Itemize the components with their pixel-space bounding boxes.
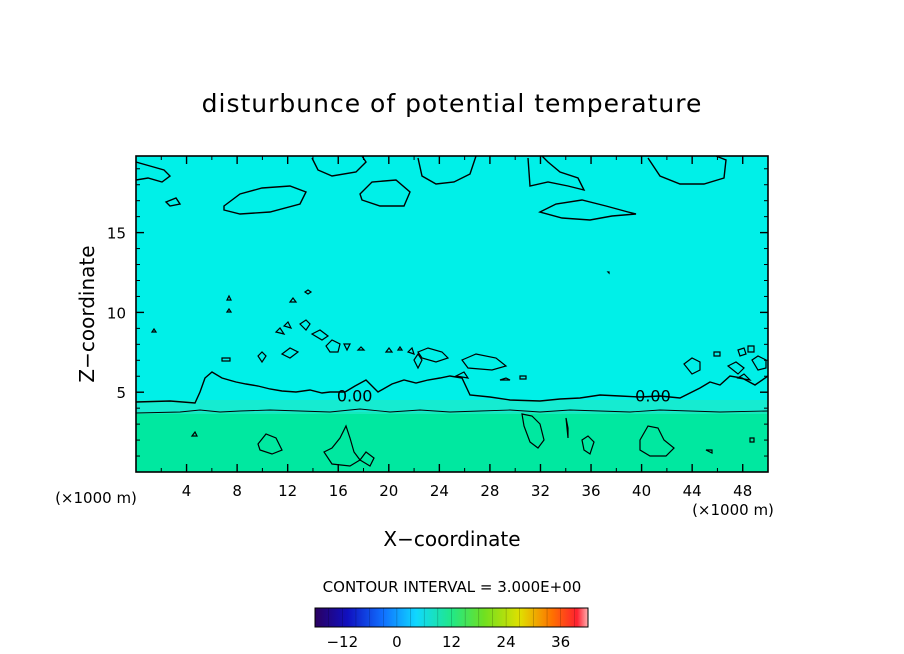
x-tick-label: 36 bbox=[581, 482, 600, 500]
chart-title: disturbunce of potential temperature bbox=[202, 89, 703, 118]
contour-top-7 bbox=[647, 156, 727, 185]
colorbar-tick-label: 36 bbox=[551, 633, 570, 651]
lower-field-region bbox=[136, 412, 768, 472]
contour-top-left bbox=[136, 161, 172, 183]
y-axis-ticks: 5 10 15 bbox=[107, 168, 768, 457]
colorbar-tick-label: 0 bbox=[392, 633, 402, 651]
lower-contour-blobs bbox=[190, 413, 755, 467]
contour-top-4 bbox=[417, 156, 477, 185]
contour-top-5 bbox=[527, 156, 586, 192]
x-unit-right: (×1000 m) bbox=[692, 501, 774, 519]
colorbar bbox=[314, 607, 589, 628]
contour-top-1 bbox=[223, 185, 307, 215]
colorbar-tick-label: 12 bbox=[442, 633, 461, 651]
y-axis-label: Z−coordinate bbox=[75, 245, 99, 382]
y-tick-label: 15 bbox=[107, 225, 126, 243]
plot-frame bbox=[135, 155, 769, 473]
contour-interval-label: CONTOUR INTERVAL = 3.000E+00 bbox=[323, 578, 582, 596]
upper-field-region bbox=[136, 156, 768, 412]
x-tick-label: 8 bbox=[232, 482, 242, 500]
x-axis-label: X−coordinate bbox=[383, 527, 520, 551]
x-tick-label: 48 bbox=[733, 482, 752, 500]
x-tick-label: 40 bbox=[632, 482, 651, 500]
contour-labels: 0.00 0.00 bbox=[337, 386, 671, 405]
x-tick-label: 44 bbox=[683, 482, 702, 500]
contour-top-3 bbox=[359, 179, 411, 207]
contour-label: 0.00 bbox=[635, 386, 671, 405]
x-unit-left: (×1000 m) bbox=[55, 489, 137, 507]
y-tick-label: 10 bbox=[107, 304, 126, 322]
x-tick-label: 16 bbox=[329, 482, 348, 500]
colorbar-segments bbox=[328, 608, 575, 627]
x-tick-label: 24 bbox=[430, 482, 449, 500]
x-tick-label: 32 bbox=[531, 482, 550, 500]
contour-top-left-2 bbox=[164, 197, 182, 207]
contour-top-2 bbox=[311, 156, 367, 177]
x-tick-label: 12 bbox=[278, 482, 297, 500]
lower-contour-line bbox=[136, 408, 768, 414]
x-tick-label: 28 bbox=[480, 482, 499, 500]
plot-field bbox=[136, 156, 768, 472]
colorbar-ticks: −12 0 12 24 36 bbox=[326, 633, 570, 651]
x-tick-label: 20 bbox=[379, 482, 398, 500]
zero-contour-line bbox=[136, 371, 768, 404]
x-axis-ticks: 4 8 12 16 20 24 28 32 36 40 44 48 bbox=[160, 156, 752, 500]
colorbar-tick-label: −12 bbox=[326, 633, 358, 651]
colorbar-tick-label: 24 bbox=[497, 633, 516, 651]
contour-top-6 bbox=[538, 199, 637, 221]
mid-contour-blobs bbox=[150, 271, 767, 381]
y-tick-label: 5 bbox=[116, 384, 126, 402]
contour-label: 0.00 bbox=[337, 386, 373, 405]
x-tick-label: 4 bbox=[182, 482, 192, 500]
